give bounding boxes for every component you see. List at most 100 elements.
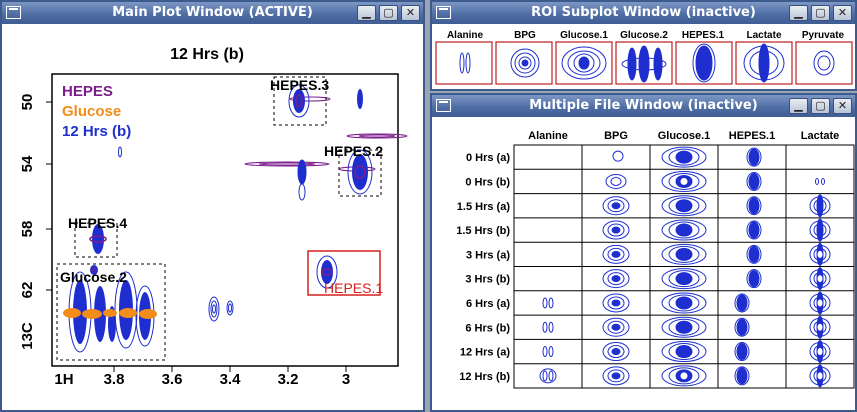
- multi-window-titlebar[interactable]: Multiple File Window (inactive) ▁ ▢ ✕: [432, 95, 855, 117]
- row-label: 3 Hrs (b): [465, 274, 510, 286]
- column-header: HEPES.1: [729, 130, 775, 142]
- cell-contour: [746, 171, 762, 191]
- roi-label: HEPES.1: [682, 30, 725, 41]
- cell-contour: [661, 243, 707, 265]
- multi-file-grid[interactable]: Alanine BPG Glucose.1 HEPES.1 Lactate 0 Hrs …: [432, 117, 855, 410]
- maximize-button[interactable]: ▢: [811, 5, 830, 21]
- roi-panel-glucose2[interactable]: [615, 41, 673, 85]
- roi-window-titlebar[interactable]: ROI Subplot Window (inactive) ▁ ▢ ✕: [432, 2, 855, 24]
- peak-small-50: [357, 89, 363, 109]
- roi-panel-hepes1[interactable]: [675, 41, 733, 85]
- peak-hepes3: HEPES.3: [270, 76, 329, 126]
- peak-center: [118, 146, 307, 201]
- cell-contour: [734, 317, 750, 337]
- plot-frame: [51, 73, 399, 367]
- cell-contour: [815, 177, 825, 185]
- main-window-title: Main Plot Window (ACTIVE): [112, 5, 313, 20]
- maximize-button[interactable]: ▢: [379, 5, 398, 21]
- x-tick-label: 3.4: [220, 371, 242, 388]
- cell-contour: [809, 291, 831, 315]
- window-menu-icon[interactable]: [6, 6, 21, 19]
- roi-hepes1[interactable]: HEPES.1: [307, 250, 383, 296]
- roi-panel-pyruvate[interactable]: [795, 41, 853, 85]
- peak-hepes2: HEPES.2: [324, 143, 383, 197]
- roi-label: Alanine: [447, 30, 484, 41]
- cell-contour: [661, 365, 707, 387]
- legend-entry-glucose: Glucose: [62, 103, 121, 120]
- roi-panel-alanine[interactable]: [435, 41, 493, 85]
- y-tick-label: 54: [19, 155, 36, 172]
- hepes-streaks: [244, 96, 408, 172]
- roi-panel-lactate[interactable]: [735, 41, 793, 85]
- cell-contour: [602, 244, 630, 264]
- x-tick-label: 3.2: [278, 371, 299, 388]
- roi-label: Glucose.1: [560, 30, 608, 41]
- roi-subplot-window[interactable]: ROI Subplot Window (inactive) ▁ ▢ ✕ Alan…: [430, 0, 857, 91]
- y-axis-label: 13C: [19, 322, 36, 350]
- cell-contour: [602, 269, 630, 289]
- column-header: Glucose.1: [658, 130, 711, 142]
- roi-label: Pyruvate: [802, 30, 845, 41]
- plot-title: 12 Hrs (b): [170, 46, 244, 63]
- cell-contour: [539, 368, 557, 384]
- cell-contour: [602, 366, 630, 386]
- x-axis: 1H 3.8 3.6 3.4 3.2 3: [54, 366, 350, 388]
- cell-contour: [605, 173, 627, 189]
- window-menu-icon[interactable]: [436, 99, 451, 112]
- row-label: 1.5 Hrs (b): [456, 225, 510, 237]
- close-button[interactable]: ✕: [833, 98, 852, 114]
- legend-entry-hepes: HEPES: [62, 83, 113, 100]
- close-button[interactable]: ✕: [401, 5, 420, 21]
- cell-contour: [661, 292, 707, 314]
- cell-contour: [734, 293, 750, 313]
- cell-contour: [661, 195, 707, 217]
- cell-contour: [809, 194, 831, 218]
- minimize-button[interactable]: ▁: [789, 98, 808, 114]
- window-menu-icon[interactable]: [436, 6, 451, 19]
- x-tick-label: 3: [342, 371, 350, 388]
- cell-contour: [809, 315, 831, 339]
- x-tick-label: 3.6: [162, 371, 183, 388]
- cell-contour: [661, 341, 707, 363]
- cell-contour: [612, 150, 624, 162]
- cell-contour: [602, 342, 630, 362]
- minimize-button[interactable]: ▁: [789, 5, 808, 21]
- close-button[interactable]: ✕: [833, 5, 852, 21]
- column-header: Alanine: [528, 130, 568, 142]
- maximize-button[interactable]: ▢: [811, 98, 830, 114]
- x-tick-label: 3.8: [104, 371, 125, 388]
- cell-contour: [661, 268, 707, 290]
- row-label: 1.5 Hrs (a): [457, 201, 511, 213]
- cell-contour: [661, 170, 707, 192]
- column-header: Lactate: [801, 130, 840, 142]
- cell-contour: [809, 340, 831, 364]
- cell-contour: [661, 146, 707, 168]
- cell-contour: [809, 267, 831, 291]
- roi-window-title: ROI Subplot Window (inactive): [531, 5, 756, 20]
- cell-contour: [734, 366, 750, 386]
- minimize-button[interactable]: ▁: [357, 5, 376, 21]
- main-window-titlebar[interactable]: Main Plot Window (ACTIVE) ▁ ▢ ✕: [2, 2, 423, 24]
- multiple-file-window[interactable]: Multiple File Window (inactive) ▁ ▢ ✕ Al…: [430, 93, 857, 412]
- main-plot[interactable]: 12 Hrs (b) 50 54 58 62 13C 1H 3.8 3.6 3.…: [2, 24, 423, 410]
- peak-hepes4: HEPES.4: [68, 215, 127, 258]
- label-hepes1: HEPES.1: [324, 280, 383, 296]
- roi-label: Lactate: [746, 30, 781, 41]
- roi-panel-bpg[interactable]: [495, 41, 553, 85]
- label-hepes3: HEPES.3: [270, 77, 329, 93]
- peaks-3-45: [208, 296, 234, 322]
- cell-contour: [542, 321, 554, 333]
- cell-contour: [746, 220, 762, 240]
- roi-panel-glucose1[interactable]: [555, 41, 613, 85]
- y-tick-label: 62: [19, 282, 36, 299]
- roi-panels[interactable]: Alanine BPG Glucose.1 Glucose.2 HEPES.1 …: [432, 24, 855, 90]
- cell-contour: [661, 219, 707, 241]
- row-label: 12 Hrs (a): [460, 347, 510, 359]
- roi-label: BPG: [514, 30, 536, 41]
- main-plot-window[interactable]: Main Plot Window (ACTIVE) ▁ ▢ ✕ 12 Hrs (…: [0, 0, 425, 412]
- cell-contour: [602, 293, 630, 313]
- cell-contour: [602, 317, 630, 337]
- multi-window-title: Multiple File Window (inactive): [529, 98, 758, 113]
- cell-contour: [746, 196, 762, 216]
- cell-contour: [542, 297, 554, 309]
